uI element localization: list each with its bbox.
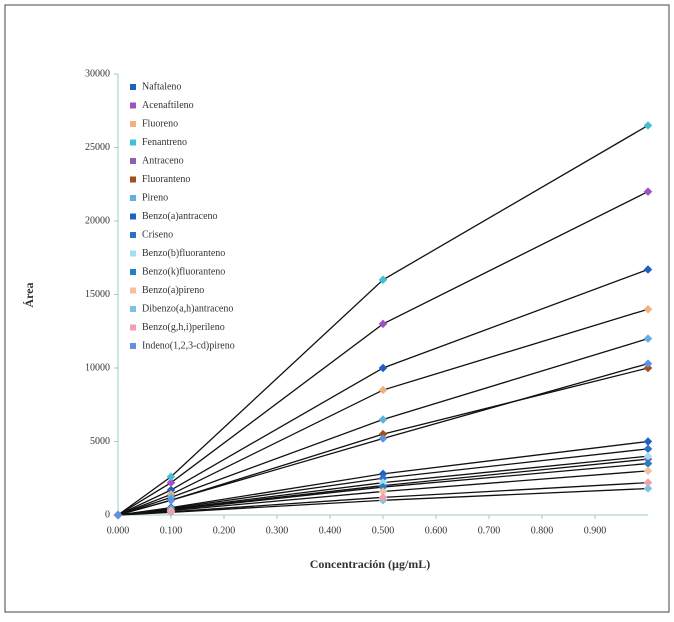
point [643, 444, 653, 454]
y-tick-label: 30000 [85, 68, 110, 79]
y-tick-label: 10000 [85, 362, 110, 373]
legend-swatch [130, 306, 136, 312]
legend-label: Fluoranteno [142, 174, 190, 185]
y-tick-label: 15000 [85, 289, 110, 300]
trend-line [117, 124, 649, 516]
y-tick-label: 20000 [85, 215, 110, 226]
point [113, 510, 123, 520]
point [643, 437, 653, 446]
point [378, 469, 388, 479]
legend-swatch [130, 232, 136, 238]
legend-swatch [130, 158, 136, 164]
legend-label: Dibenzo(a,h)antraceno [142, 303, 233, 314]
frame [4, 4, 670, 613]
point [643, 187, 653, 196]
point [643, 265, 653, 274]
x-tick-label: 0.500 [372, 525, 395, 536]
point [378, 429, 388, 439]
trend-line [117, 362, 649, 516]
legend-label: Pireno [142, 192, 168, 203]
legend-label: Benzo(a)antraceno [142, 211, 218, 222]
legend-swatch [130, 139, 136, 146]
legend-label: Antraceno [142, 155, 184, 166]
legend-swatch [130, 195, 136, 201]
x-tick-label: 0.200 [213, 525, 236, 536]
trend-line [117, 191, 649, 516]
point [166, 485, 176, 495]
legend-swatch [130, 84, 136, 90]
point [378, 482, 388, 492]
point [166, 472, 176, 482]
y-tick-label: 5000 [90, 436, 110, 447]
legend-swatch [130, 269, 136, 275]
legend-label: Criseno [142, 229, 173, 240]
point [378, 474, 388, 483]
y-tick-label: 0 [105, 509, 110, 520]
legend-label: Indeno(1,2,3-cd)pireno [142, 340, 235, 351]
trend-line [117, 482, 649, 516]
legend-label: Naftaleno [142, 81, 181, 92]
point [166, 496, 176, 505]
point [378, 487, 388, 496]
legend-swatch [130, 287, 136, 294]
x-tick-label: 0.300 [266, 525, 289, 536]
legend-swatch [130, 102, 136, 109]
point [643, 451, 653, 461]
x-tick-label: 0.800 [531, 525, 554, 536]
point [643, 478, 653, 487]
point [378, 493, 388, 502]
legend-label: Acenaftileno [142, 100, 194, 111]
point [643, 484, 653, 493]
point [643, 334, 653, 343]
point [378, 434, 388, 443]
legend-label: Benzo(b)fluoranteno [142, 248, 225, 259]
y-tick-label: 25000 [85, 142, 110, 153]
legend-label: Fenantreno [142, 137, 187, 148]
point [643, 304, 653, 314]
point [378, 275, 388, 285]
legend-swatch [130, 343, 136, 349]
legend-label: Benzo(k)fluoranteno [142, 266, 225, 277]
legend-swatch [130, 324, 136, 331]
point [378, 363, 388, 373]
point [643, 466, 653, 476]
point [643, 363, 653, 373]
legend: Naftaleno Acenaftileno Fluoreno Fenantreno A… [130, 81, 235, 351]
point [643, 121, 653, 130]
x-tick-label: 0.400 [319, 525, 342, 536]
legend-swatch [130, 250, 136, 257]
x-tick-label: 0.700 [478, 525, 501, 536]
trend-line [117, 337, 649, 516]
legend-label: Benzo(a)pireno [142, 285, 204, 296]
point [378, 385, 388, 395]
point [166, 478, 176, 487]
legend-label: Benzo(g,h,i)perileno [142, 322, 225, 333]
x-tick-label: 0.100 [160, 525, 183, 536]
point [378, 319, 388, 329]
point [643, 359, 653, 368]
point [643, 459, 653, 468]
point [378, 478, 388, 487]
y-axis-title: Área [22, 282, 36, 307]
x-tick-label: 0.000 [107, 525, 130, 536]
trend-line [117, 268, 649, 516]
x-tick-label: 0.600 [425, 525, 448, 536]
legend-swatch [130, 121, 136, 127]
legend-label: Fluoreno [142, 118, 178, 129]
x-tick-label: 0.900 [584, 525, 607, 536]
legend-swatch [130, 176, 136, 183]
trend-line [117, 308, 649, 516]
legend-swatch [130, 213, 136, 220]
point [378, 415, 388, 424]
x-axis-title: Concentración (µg/mL) [310, 557, 431, 571]
